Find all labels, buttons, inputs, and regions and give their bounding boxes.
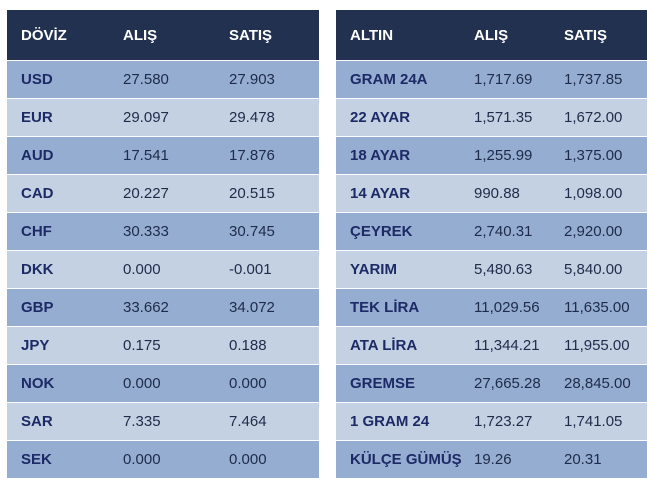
buy-value: 20.227 (111, 175, 217, 213)
buy-column-header: ALIŞ (111, 10, 217, 61)
buy-value: 27.580 (111, 61, 217, 99)
gold-column-header: ALTIN (336, 10, 466, 61)
buy-value: 19.26 (466, 441, 556, 478)
sell-value: -0.001 (217, 251, 319, 289)
buy-value: 1,723.27 (466, 403, 556, 441)
buy-value: 0.175 (111, 327, 217, 365)
row-label: YARIM (336, 251, 466, 289)
buy-value: 0.000 (111, 441, 217, 478)
buy-value: 1,717.69 (466, 61, 556, 99)
sell-value: 1,098.00 (556, 175, 647, 213)
row-label: GREMSE (336, 365, 466, 403)
sell-value: 7.464 (217, 403, 319, 441)
sell-value: 11,635.00 (556, 289, 647, 327)
buy-value: 17.541 (111, 137, 217, 175)
sell-value: 1,741.05 (556, 403, 647, 441)
row-label: DKK (7, 251, 111, 289)
sell-value: 0.000 (217, 365, 319, 403)
row-label: SAR (7, 403, 111, 441)
sell-value: 11,955.00 (556, 327, 647, 365)
sell-value: 1,375.00 (556, 137, 647, 175)
row-label: ATA LİRA (336, 327, 466, 365)
sell-value: 17.876 (217, 137, 319, 175)
gold-table-header: ALTIN ALIŞ SATIŞ (336, 10, 647, 61)
sell-value: 20.515 (217, 175, 319, 213)
sell-column-header: SATIŞ (217, 10, 319, 61)
row-label: CHF (7, 213, 111, 251)
row-label: ÇEYREK (336, 213, 466, 251)
buy-value: 0.000 (111, 365, 217, 403)
buy-value: 0.000 (111, 251, 217, 289)
row-label: 18 AYAR (336, 137, 466, 175)
sell-value: 28,845.00 (556, 365, 647, 403)
buy-column-header: ALIŞ (466, 10, 556, 61)
buy-value: 30.333 (111, 213, 217, 251)
row-label: EUR (7, 99, 111, 137)
row-label: 1 GRAM 24 (336, 403, 466, 441)
row-label: USD (7, 61, 111, 99)
row-label: JPY (7, 327, 111, 365)
sell-value: 1,737.85 (556, 61, 647, 99)
sell-value: 29.478 (217, 99, 319, 137)
sell-value: 5,840.00 (556, 251, 647, 289)
buy-value: 27,665.28 (466, 365, 556, 403)
buy-value: 29.097 (111, 99, 217, 137)
row-label: NOK (7, 365, 111, 403)
sell-value: 0.188 (217, 327, 319, 365)
buy-value: 11,344.21 (466, 327, 556, 365)
buy-value: 7.335 (111, 403, 217, 441)
sell-value: 1,672.00 (556, 99, 647, 137)
row-label: SEK (7, 441, 111, 478)
row-label: 22 AYAR (336, 99, 466, 137)
buy-value: 5,480.63 (466, 251, 556, 289)
row-label: 14 AYAR (336, 175, 466, 213)
buy-value: 11,029.56 (466, 289, 556, 327)
currency-table-header: DÖVİZ ALIŞ SATIŞ (7, 10, 319, 61)
buy-value: 1,571.35 (466, 99, 556, 137)
sell-value: 27.903 (217, 61, 319, 99)
row-label: KÜLÇE GÜMÜŞ (336, 441, 466, 478)
buy-value: 2,740.31 (466, 213, 556, 251)
buy-value: 33.662 (111, 289, 217, 327)
currency-column-header: DÖVİZ (7, 10, 111, 61)
sell-value: 0.000 (217, 441, 319, 478)
row-label: TEK LİRA (336, 289, 466, 327)
sell-value: 2,920.00 (556, 213, 647, 251)
sell-value: 20.31 (556, 441, 647, 478)
row-label: AUD (7, 137, 111, 175)
sell-column-header: SATIŞ (556, 10, 647, 61)
row-label: GRAM 24A (336, 61, 466, 99)
buy-value: 990.88 (466, 175, 556, 213)
row-label: GBP (7, 289, 111, 327)
buy-value: 1,255.99 (466, 137, 556, 175)
row-label: CAD (7, 175, 111, 213)
sell-value: 30.745 (217, 213, 319, 251)
sell-value: 34.072 (217, 289, 319, 327)
